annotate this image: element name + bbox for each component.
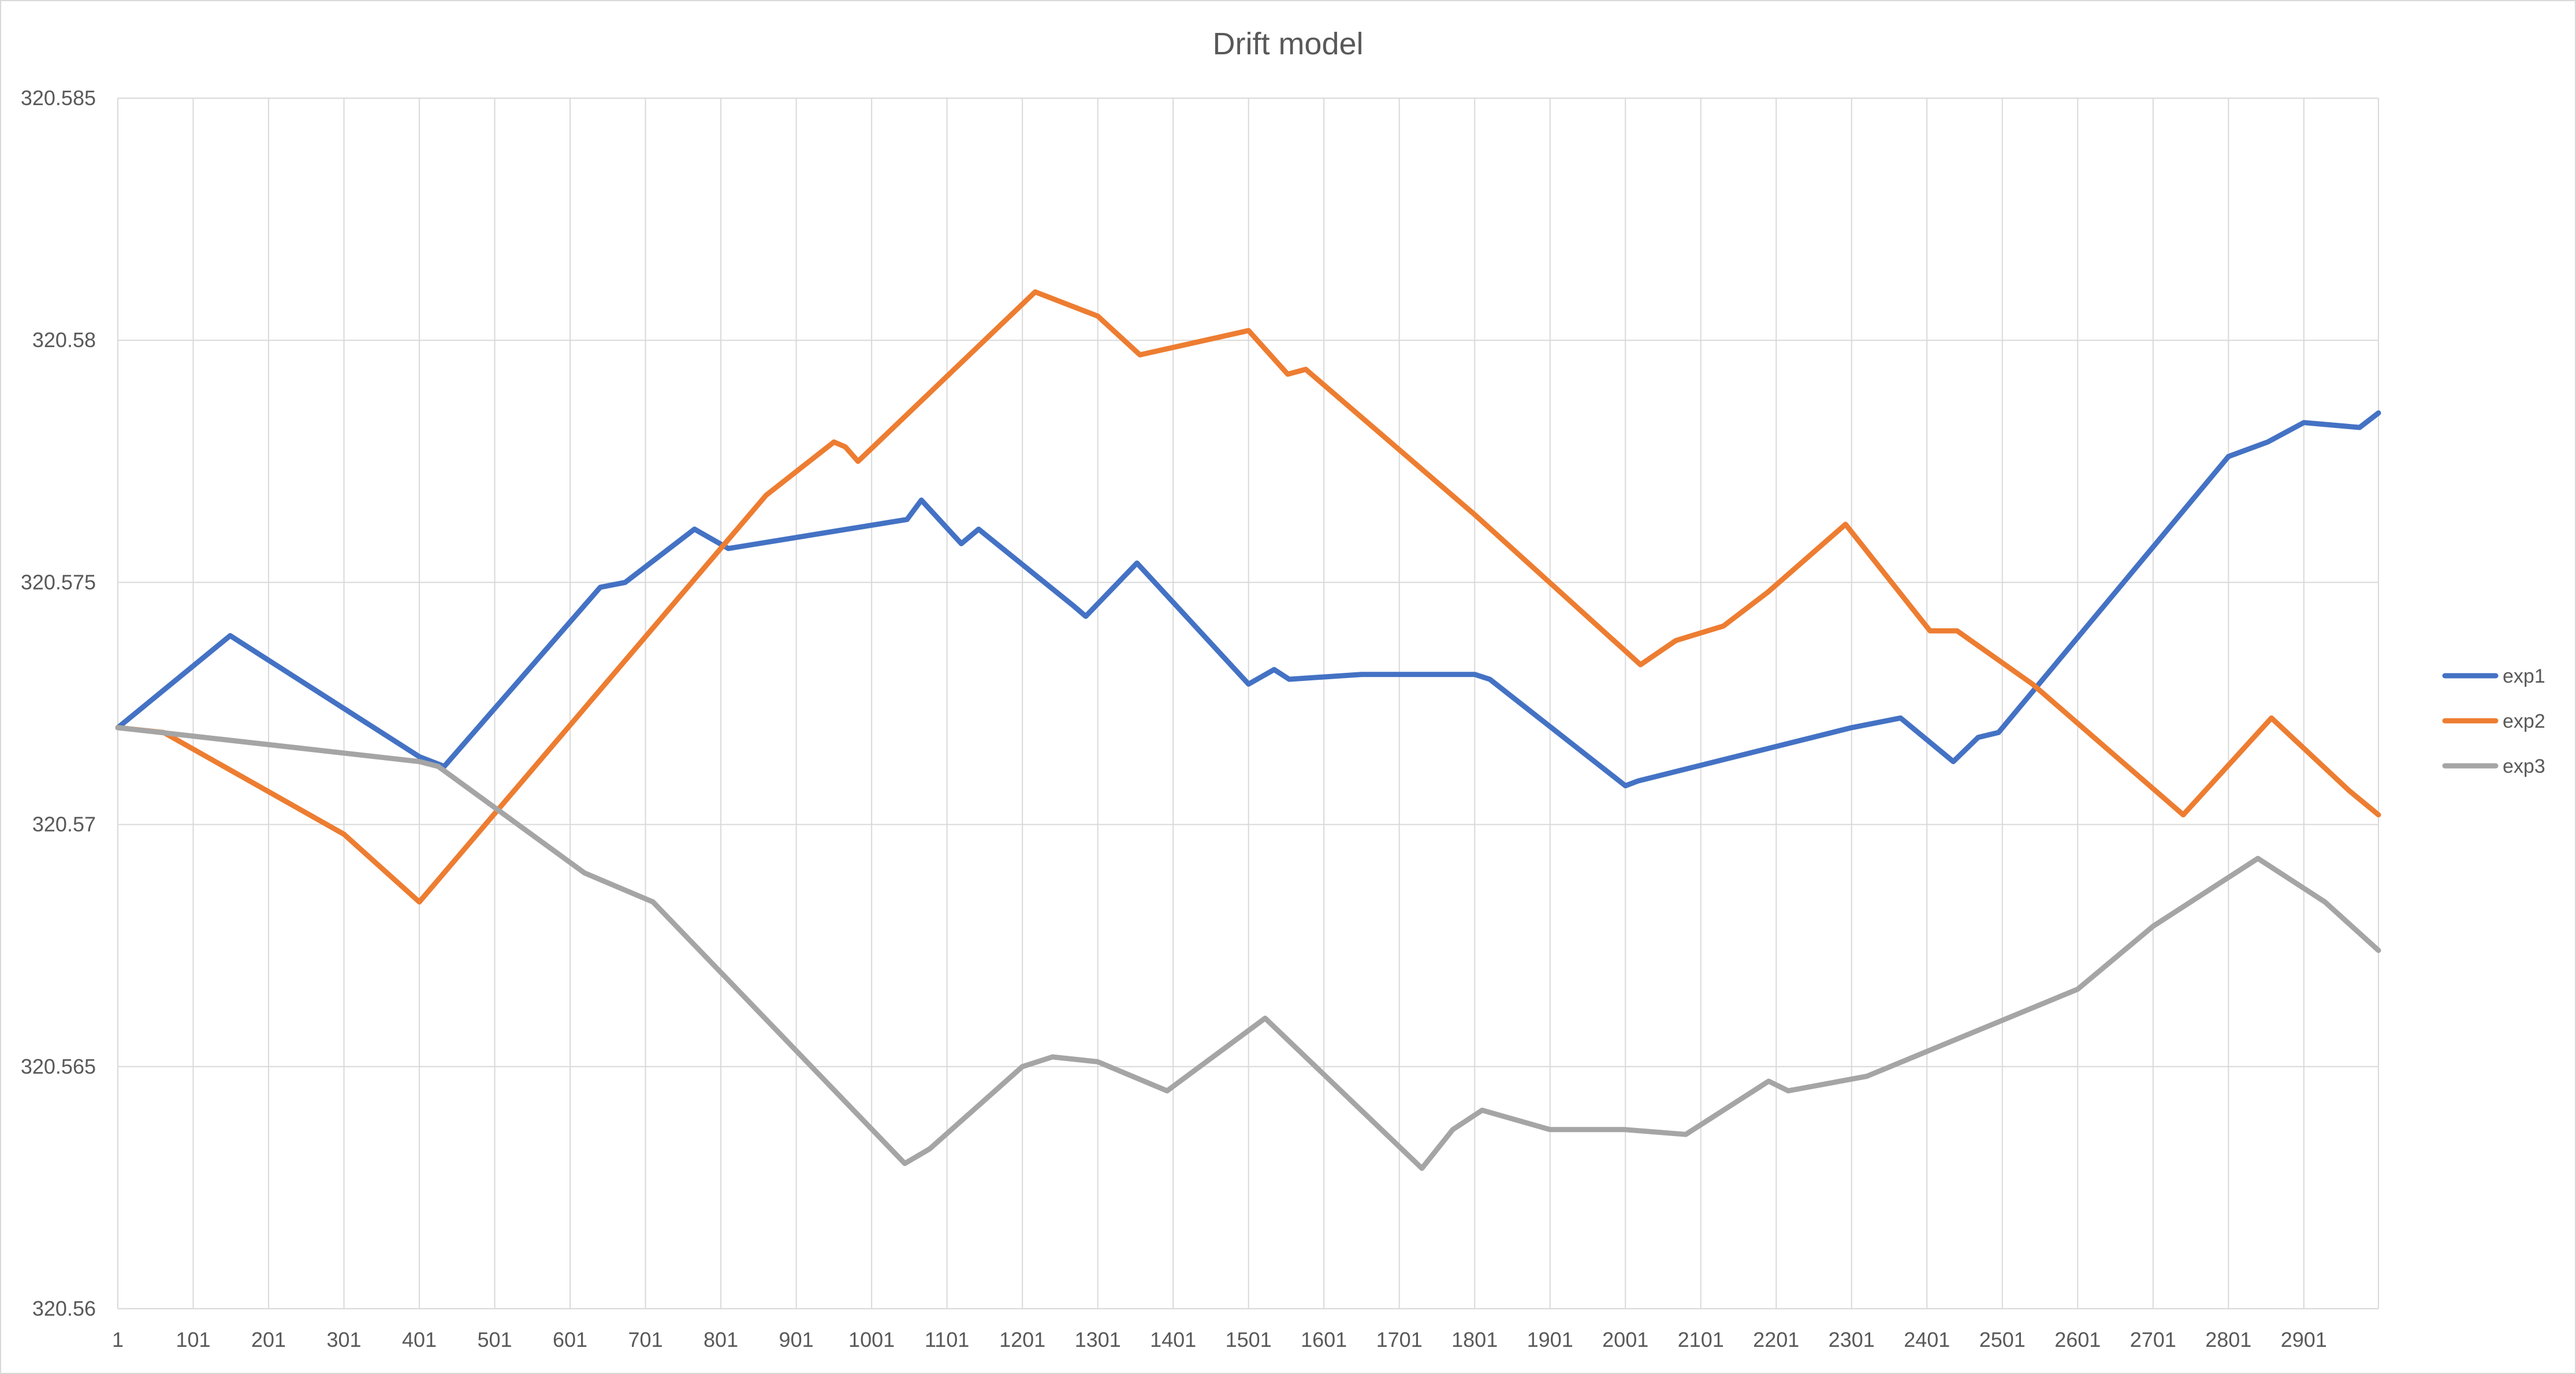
- series-line-exp2: [115, 289, 2381, 905]
- chart-title: Drift model: [1212, 27, 1363, 61]
- x-tick-label: 401: [402, 1328, 437, 1351]
- series-lines: [115, 289, 2381, 1171]
- x-tick-label: 1501: [1226, 1328, 1272, 1351]
- legend: exp1 exp2 exp3: [2442, 665, 2545, 777]
- x-tick-label: 801: [703, 1328, 738, 1351]
- x-tick-label: 1101: [925, 1328, 969, 1351]
- y-tick-label: 320.58: [32, 328, 96, 352]
- x-tick-label: 2301: [1829, 1328, 1875, 1351]
- x-tick-label: 301: [326, 1328, 361, 1351]
- legend-label-exp3: exp3: [2503, 755, 2545, 777]
- x-tick-label: 2901: [2281, 1328, 2327, 1351]
- x-tick-label: 101: [176, 1328, 210, 1351]
- x-tick-label: 1: [112, 1328, 124, 1351]
- x-tick-label: 2701: [2130, 1328, 2176, 1351]
- x-tick-label: 701: [628, 1328, 663, 1351]
- x-tick-label: 2101: [1678, 1328, 1724, 1351]
- y-tick-label: 320.585: [21, 86, 96, 110]
- y-tick-label: 320.575: [21, 570, 96, 594]
- x-tick-label: 1901: [1527, 1328, 1573, 1351]
- x-axis-ticks: 1 101 201 301 401 501 601 701 801 901 1001 1101 1201…: [112, 1328, 2327, 1351]
- x-tick-label: 201: [251, 1328, 286, 1351]
- y-tick-label: 320.56: [32, 1297, 96, 1320]
- x-tick-label: 2501: [1979, 1328, 2026, 1351]
- x-tick-label: 1301: [1075, 1328, 1121, 1351]
- x-tick-label: 501: [478, 1328, 512, 1351]
- x-tick-label: 601: [553, 1328, 587, 1351]
- x-tick-label: 2601: [2054, 1328, 2101, 1351]
- x-tick-label: 1701: [1376, 1328, 1423, 1351]
- series-line-exp1: [115, 410, 2381, 788]
- x-tick-label: 1601: [1301, 1328, 1347, 1351]
- x-tick-label: 2001: [1602, 1328, 1648, 1351]
- x-tick-label: 2801: [2205, 1328, 2251, 1351]
- series-line-exp3: [115, 725, 2381, 1171]
- y-tick-label: 320.57: [32, 813, 96, 836]
- y-axis-ticks: 320.56 320.565 320.57 320.575 320.58 320.585: [21, 86, 96, 1320]
- x-tick-label: 1001: [848, 1328, 895, 1351]
- legend-label-exp2: exp2: [2503, 710, 2545, 732]
- legend-label-exp1: exp1: [2503, 665, 2545, 687]
- x-tick-label: 901: [779, 1328, 814, 1351]
- x-tick-label: 1801: [1451, 1328, 1498, 1351]
- x-tick-label: 1401: [1150, 1328, 1196, 1351]
- y-tick-label: 320.565: [21, 1055, 96, 1078]
- x-tick-label: 2401: [1904, 1328, 1950, 1351]
- x-tick-label: 1201: [999, 1328, 1045, 1351]
- gridlines: [117, 98, 2379, 1309]
- x-tick-label: 2201: [1753, 1328, 1799, 1351]
